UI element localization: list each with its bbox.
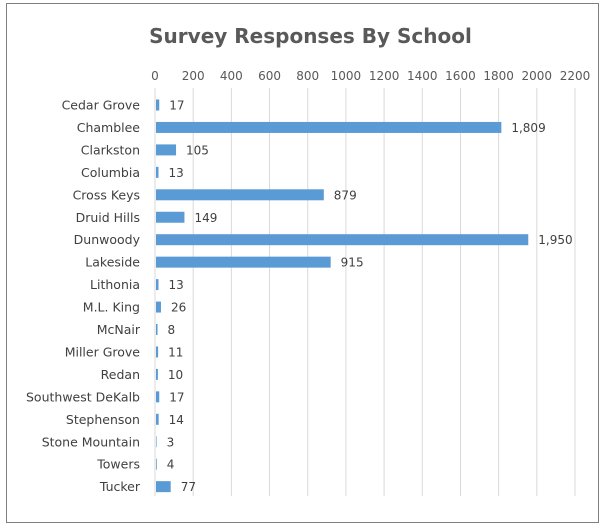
data-label: 4: [167, 458, 175, 472]
x-tick-label: 0: [151, 69, 159, 83]
data-label: 17: [169, 390, 184, 404]
category-label: Redan: [101, 367, 140, 382]
category-label: Lakeside: [85, 255, 140, 270]
data-label: 8: [168, 323, 176, 337]
data-label: 14: [169, 413, 184, 427]
data-label: 1,950: [538, 233, 572, 247]
category-label: Tucker: [99, 479, 141, 494]
category-label: Clarkston: [81, 142, 140, 157]
bar: [156, 279, 159, 291]
data-label: 105: [186, 143, 209, 157]
bar: [156, 99, 160, 111]
bar: [156, 458, 157, 470]
category-label: Cross Keys: [73, 187, 140, 202]
bar: [156, 324, 158, 335]
data-label: 879: [334, 188, 357, 202]
bar: [156, 166, 159, 178]
bar: [156, 413, 159, 425]
x-tick-label: 2200: [560, 69, 591, 83]
data-label: 11: [168, 345, 183, 359]
category-label: M.L. King: [83, 300, 140, 315]
category-label: Southwest DeKalb: [26, 389, 140, 404]
x-tick-label: 200: [182, 69, 205, 83]
bar: [156, 256, 331, 268]
data-label: 13: [168, 278, 183, 292]
x-tick-label: 1600: [445, 69, 476, 83]
category-label: Chamblee: [77, 120, 141, 135]
bar: [156, 391, 160, 403]
x-tick-label: 1000: [331, 69, 362, 83]
data-label: 77: [181, 480, 196, 494]
bar: [156, 346, 159, 358]
category-label: Towers: [96, 457, 140, 472]
category-label: Dunwoody: [74, 232, 141, 247]
data-label: 17: [169, 99, 184, 113]
data-label: 1,809: [511, 121, 545, 135]
category-label: Columbia: [81, 165, 140, 180]
category-label: Lithonia: [90, 277, 140, 292]
bar: [156, 189, 324, 201]
bar: [156, 211, 185, 223]
data-label: 13: [168, 166, 183, 180]
category-label: Cedar Grove: [62, 98, 141, 113]
bar: [156, 368, 158, 380]
bar: [156, 436, 157, 448]
x-tick-label: 600: [258, 69, 281, 83]
category-label: McNair: [97, 322, 141, 337]
bar: [156, 234, 529, 246]
data-label: 3: [167, 435, 175, 449]
x-tick-label: 1200: [369, 69, 400, 83]
chart-title: Survey Responses By School: [149, 24, 472, 48]
category-label: Miller Grove: [65, 344, 141, 359]
x-tick-label: 800: [296, 69, 319, 83]
category-label: Stone Mountain: [42, 434, 140, 449]
x-tick-label: 400: [220, 69, 243, 83]
x-tick-label: 2000: [522, 69, 553, 83]
data-label: 10: [168, 368, 183, 382]
data-label: 26: [171, 301, 186, 315]
x-tick-label: 1400: [407, 69, 438, 83]
category-label: Druid Hills: [76, 210, 140, 225]
bar: [156, 301, 161, 313]
data-label: 149: [194, 211, 217, 225]
x-tick-label: 1800: [483, 69, 514, 83]
bar: [156, 481, 171, 493]
bar: [156, 144, 177, 156]
category-label: Stephenson: [66, 412, 140, 427]
bar: [156, 121, 502, 133]
data-label: 915: [341, 256, 364, 270]
